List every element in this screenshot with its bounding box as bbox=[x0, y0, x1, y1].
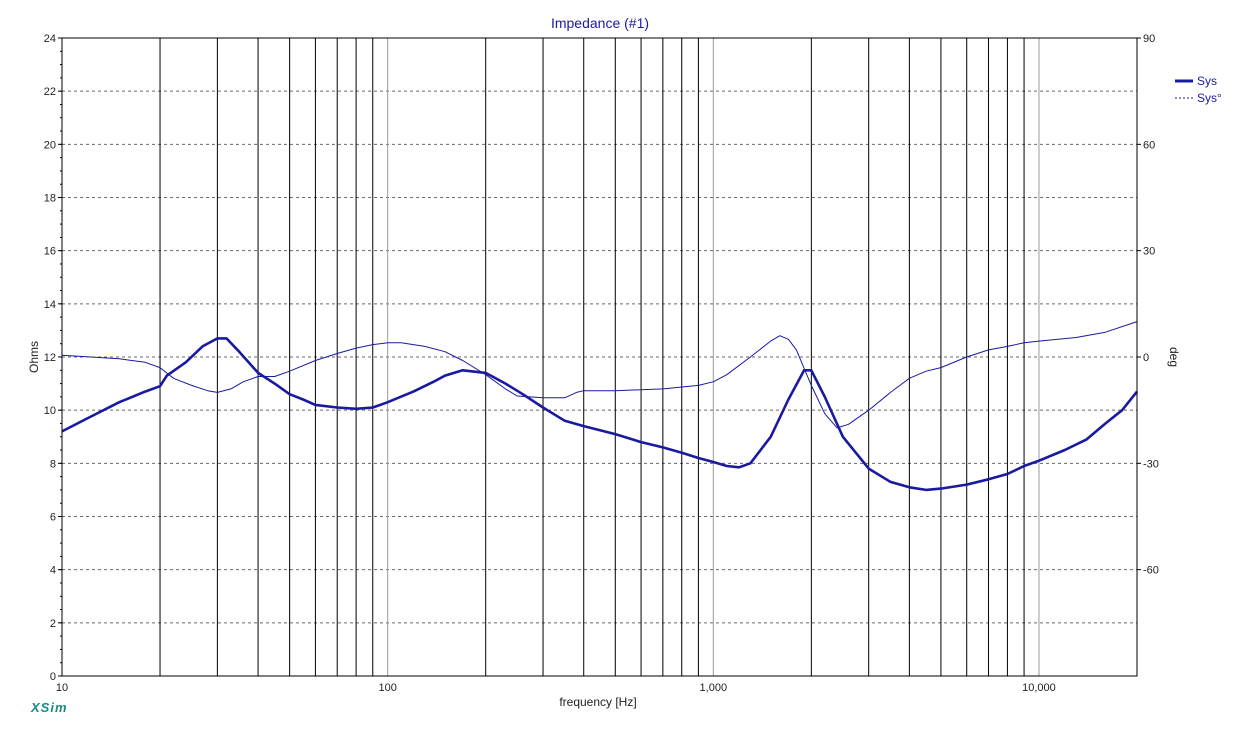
y-tick-label: 12 bbox=[44, 352, 56, 364]
legend: Sys Sys° bbox=[1175, 74, 1222, 105]
y2-tick-label: -30 bbox=[1143, 458, 1159, 470]
y-tick-label: 14 bbox=[44, 299, 56, 311]
x-tick-label: 10,000 bbox=[1022, 682, 1056, 694]
y2-tick-label: -60 bbox=[1143, 565, 1159, 577]
y-tick-label: 10 bbox=[44, 405, 56, 417]
x-axis-label: frequency [Hz] bbox=[559, 695, 636, 709]
x-tick-label: 100 bbox=[378, 682, 396, 694]
y-tick-label: 4 bbox=[50, 565, 56, 577]
x-tick-label: 1,000 bbox=[700, 682, 728, 694]
y-tick-label: 24 bbox=[44, 33, 56, 45]
y-tick-label: 6 bbox=[50, 512, 56, 524]
y-tick-label: 18 bbox=[44, 193, 56, 205]
series-line-phase bbox=[61, 321, 1138, 429]
xsim-logo: XSim bbox=[31, 700, 68, 715]
grid bbox=[62, 38, 1137, 676]
series-layer bbox=[61, 321, 1139, 492]
y-tick-label: 0 bbox=[50, 671, 56, 683]
y2-tick-label: 90 bbox=[1143, 33, 1155, 45]
y-tick-label: 2 bbox=[50, 618, 56, 630]
x-tick-label: 10 bbox=[56, 682, 68, 694]
legend-label-sys: Sys bbox=[1197, 74, 1217, 88]
series-line-impedance bbox=[61, 337, 1139, 492]
y2-tick-label: 30 bbox=[1143, 246, 1155, 258]
y2-tick-label: 0 bbox=[1143, 352, 1149, 364]
y2-tick-label: 60 bbox=[1143, 139, 1155, 151]
y-tick-label: 22 bbox=[44, 86, 56, 98]
legend-label-sys-phase: Sys° bbox=[1197, 91, 1222, 105]
y-tick-label: 8 bbox=[50, 458, 56, 470]
y-tick-label: 20 bbox=[44, 139, 56, 151]
chart-title: Impedance (#1) bbox=[551, 15, 649, 31]
y-tick-label: 16 bbox=[44, 246, 56, 258]
y2-axis-label: deg bbox=[1167, 347, 1181, 367]
y-axis-label: Ohms bbox=[27, 341, 41, 373]
